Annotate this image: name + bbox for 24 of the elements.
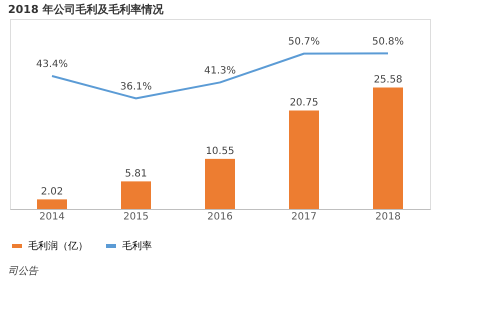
bar <box>205 158 235 209</box>
text: 司公告 <box>8 265 39 277</box>
data-label: 50.7% <box>288 36 320 48</box>
data-label: 20.75 <box>290 97 318 108</box>
data-label: 2.02 <box>40 186 64 198</box>
data-label: 41.3% <box>204 65 236 76</box>
x-tick-label: 2017 <box>291 212 317 222</box>
x-tick-label: 2018 <box>375 212 401 222</box>
bar <box>37 199 67 209</box>
data-label: 10.55 <box>206 146 234 157</box>
x-tick-label: 2015 <box>123 212 149 222</box>
legend-label: 毛利润（亿） <box>28 240 88 252</box>
data-label: 5.81 <box>124 168 148 180</box>
bar <box>121 181 151 209</box>
data-label: 36.1% <box>120 81 152 92</box>
data-label: 25.58 <box>374 74 402 86</box>
legend-label: 毛利率 <box>122 240 152 252</box>
x-tick-label: 2016 <box>207 212 233 222</box>
chart-title: 2018 年公司毛利及毛利率情况 <box>8 3 164 16</box>
bar <box>373 87 403 209</box>
data-label: 43.4% <box>36 59 68 70</box>
bar <box>289 110 319 209</box>
data-label: 50.8% <box>372 36 404 48</box>
x-tick-label: 2014 <box>39 212 65 222</box>
